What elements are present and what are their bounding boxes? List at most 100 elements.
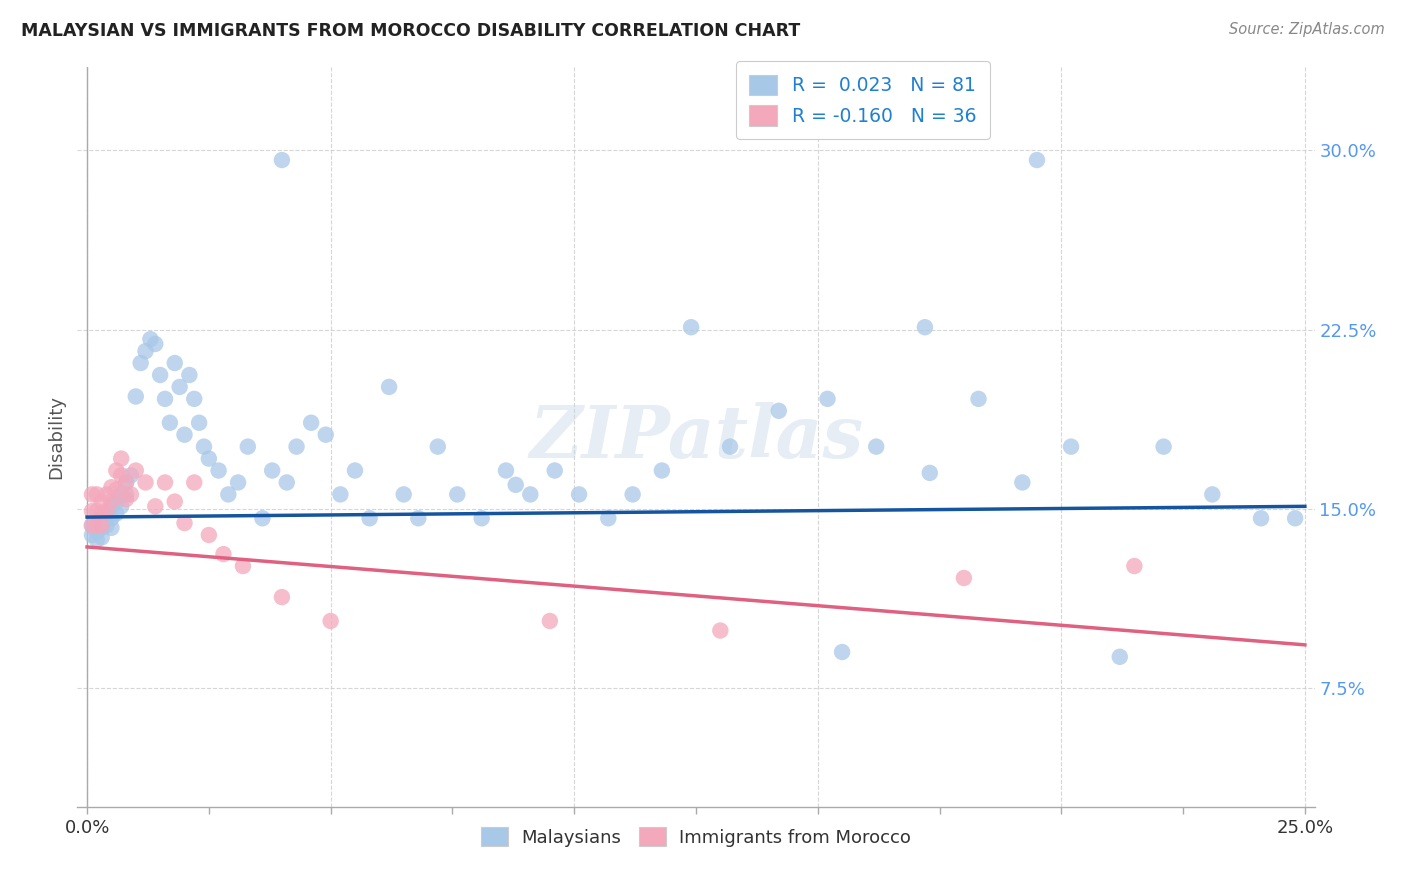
Point [768, 404, 790, 418]
Point [135, 475, 157, 490]
Point [831, 645, 853, 659]
Point [90, 530, 112, 544]
Point [1011, 475, 1033, 490]
Point [125, 463, 148, 477]
Point [1026, 153, 1049, 167]
Point [105, 463, 128, 477]
Point [408, 511, 430, 525]
Point [865, 440, 887, 454]
Point [207, 463, 229, 477]
Point [80, 504, 103, 518]
Point [1060, 440, 1083, 454]
Point [953, 571, 976, 585]
Point [651, 463, 673, 477]
Point [299, 416, 322, 430]
Point [544, 463, 567, 477]
Point [125, 389, 148, 403]
Point [135, 344, 157, 359]
Point [343, 463, 366, 477]
Point [100, 500, 122, 514]
Point [96, 487, 118, 501]
Point [86, 518, 108, 533]
Point [100, 480, 122, 494]
Point [110, 468, 132, 483]
Point [232, 559, 254, 574]
Point [105, 483, 128, 497]
Point [1123, 559, 1146, 574]
Point [709, 624, 731, 638]
Point [681, 320, 703, 334]
Point [252, 511, 274, 525]
Point [173, 516, 195, 530]
Point [1201, 487, 1223, 501]
Point [183, 475, 205, 490]
Point [262, 463, 284, 477]
Point [80, 518, 103, 533]
Point [471, 511, 494, 525]
Point [276, 475, 298, 490]
Point [115, 475, 138, 490]
Point [568, 487, 591, 501]
Point [446, 487, 468, 501]
Point [153, 475, 176, 490]
Point [96, 518, 118, 533]
Point [718, 440, 741, 454]
Point [519, 487, 541, 501]
Point [110, 500, 132, 514]
Point [1250, 511, 1272, 525]
Point [198, 451, 221, 466]
Text: ZIPatlas: ZIPatlas [529, 401, 863, 473]
Point [212, 547, 235, 561]
Point [110, 451, 132, 466]
Point [495, 463, 517, 477]
Point [139, 332, 162, 346]
Point [80, 487, 103, 501]
Point [115, 492, 138, 507]
Y-axis label: Disability: Disability [48, 395, 66, 479]
Point [100, 494, 122, 508]
Point [153, 392, 176, 406]
Point [169, 380, 191, 394]
Point [86, 487, 108, 501]
Point [179, 368, 201, 382]
Point [143, 500, 166, 514]
Point [159, 416, 181, 430]
Point [90, 518, 112, 533]
Point [285, 440, 308, 454]
Point [96, 507, 118, 521]
Point [90, 521, 112, 535]
Point [378, 380, 401, 394]
Point [105, 507, 128, 521]
Point [86, 518, 108, 533]
Point [271, 590, 294, 604]
Point [1153, 440, 1175, 454]
Point [100, 511, 122, 525]
Point [80, 518, 103, 533]
Point [538, 614, 561, 628]
Point [120, 487, 142, 501]
Text: Source: ZipAtlas.com: Source: ZipAtlas.com [1229, 22, 1385, 37]
Point [86, 504, 108, 518]
Point [105, 494, 128, 508]
Point [918, 466, 941, 480]
Point [90, 507, 112, 521]
Point [621, 487, 644, 501]
Legend: Malaysians, Immigrants from Morocco: Malaysians, Immigrants from Morocco [474, 820, 918, 854]
Point [96, 504, 118, 518]
Text: MALAYSIAN VS IMMIGRANTS FROM MOROCCO DISABILITY CORRELATION CHART: MALAYSIAN VS IMMIGRANTS FROM MOROCCO DIS… [21, 22, 800, 40]
Point [115, 487, 138, 501]
Point [188, 416, 211, 430]
Point [86, 533, 108, 547]
Point [392, 487, 415, 501]
Point [198, 528, 221, 542]
Point [329, 487, 352, 501]
Point [149, 368, 172, 382]
Point [217, 487, 239, 501]
Point [1284, 511, 1306, 525]
Point [100, 521, 122, 535]
Point [1108, 649, 1130, 664]
Point [315, 427, 337, 442]
Point [236, 440, 259, 454]
Point [86, 525, 108, 540]
Point [359, 511, 381, 525]
